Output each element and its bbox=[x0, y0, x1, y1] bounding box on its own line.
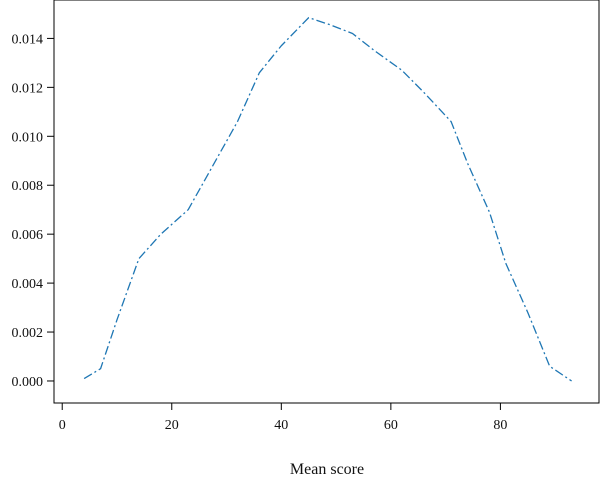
y-tick-label: 0.004 bbox=[12, 277, 44, 292]
y-tick-label: 0.014 bbox=[12, 32, 44, 47]
y-tick-label: 0.006 bbox=[12, 228, 44, 243]
x-tick-label: 80 bbox=[493, 418, 507, 433]
x-tick-label: 40 bbox=[274, 418, 288, 433]
series-layer bbox=[83, 16, 572, 382]
y-axis: 0.000 0.002 0.004 0.006 0.008 0.010 0.012 0.014 bbox=[12, 32, 54, 390]
y-tick-label: 0.000 bbox=[12, 375, 44, 390]
y-tick-label: 0.008 bbox=[12, 179, 44, 194]
x-tick-label: 0 bbox=[59, 418, 66, 433]
x-axis-title: Mean score bbox=[290, 461, 364, 478]
y-tick-label: 0.002 bbox=[12, 326, 44, 341]
y-tick-label: 0.012 bbox=[12, 81, 44, 96]
plot-frame bbox=[53, 0, 600, 404]
x-tick-label: 60 bbox=[384, 418, 398, 433]
x-axis: 0 20 40 60 80 bbox=[59, 403, 507, 433]
y-tick-label: 0.010 bbox=[12, 130, 44, 145]
series-line bbox=[83, 16, 572, 382]
x-tick-label: 20 bbox=[165, 418, 179, 433]
